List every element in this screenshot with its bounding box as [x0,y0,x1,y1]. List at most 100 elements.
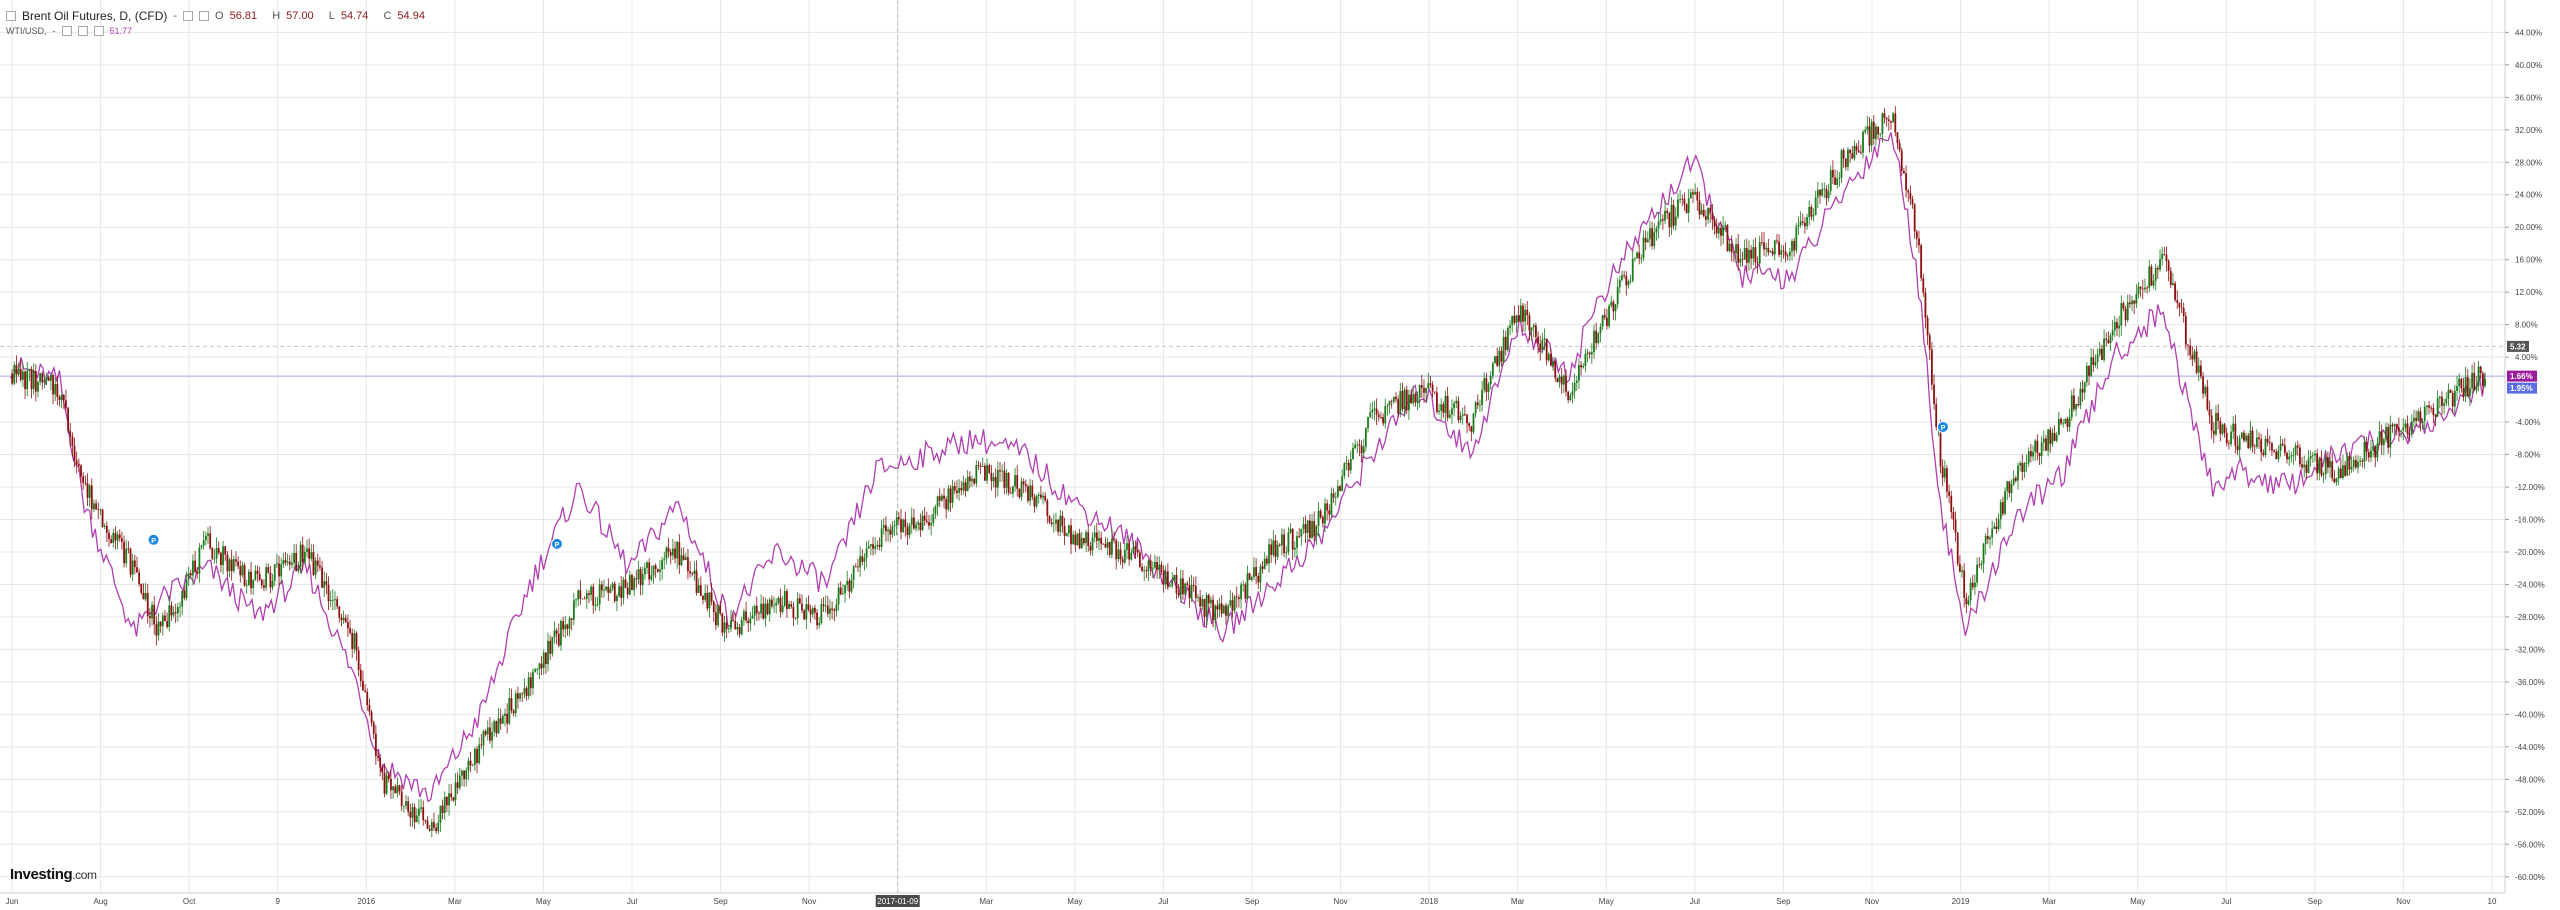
candle-body [727,628,730,630]
candle-body [1022,481,1025,485]
candle-body [271,580,274,588]
candle-body [1511,315,1514,326]
candle-body [1791,241,1793,252]
candle-body [1692,192,1694,195]
candle-body [450,793,453,798]
candle-body [2206,386,2209,410]
candle-body [2326,457,2329,468]
compare-close-icon[interactable] [93,26,104,36]
candle-body [895,517,898,526]
candle-body [1248,573,1251,580]
candle-body [781,605,784,612]
candle-body [788,603,790,609]
candle-body [708,592,711,609]
candle-body [1717,228,1720,234]
candle-body [2277,450,2280,460]
candle-body [1319,510,1322,517]
candle-body [260,579,263,586]
compare-dash: - [52,26,56,36]
candle-body [585,593,588,599]
compare-symbol[interactable]: WTI/USD, [6,26,47,36]
candle-body [1760,242,1763,243]
candle-body [428,828,431,831]
candle-body [2359,460,2362,462]
candle-body [1231,600,1234,611]
candle-body [439,805,442,823]
y-tick-label: 32.00% [2515,126,2542,135]
chart-grid [0,0,2509,894]
candle-body [659,569,661,572]
candle-body [2098,348,2101,355]
event-marker-label: P [555,542,560,549]
candle-body [2324,457,2327,475]
x-tick-label: May [2130,897,2145,906]
candle-body [1356,444,1359,446]
compare-visibility-icon[interactable] [61,26,72,36]
candle-body [721,613,724,633]
collapse-toggle-icon[interactable] [6,11,16,21]
candle-body [1132,546,1135,553]
candle-body [1627,280,1630,286]
candle-body [1905,173,1907,191]
candle-body [1569,395,1572,401]
candle-body [2230,431,2232,445]
candle-body [1565,375,1567,392]
candle-body [863,557,866,562]
candle-body [1952,511,1955,520]
candle-body [1360,445,1363,454]
candle-body [2413,417,2415,422]
candle-body [1967,600,1970,605]
candle-body [1257,575,1260,583]
candle-body [2342,465,2344,478]
candle-body [1074,534,1077,546]
brent-candles [11,106,2486,838]
x-tick-label: 10 [2488,897,2497,906]
compare-settings-icon[interactable] [77,26,88,36]
candle-body [1003,470,1006,488]
candle-body [97,509,100,511]
candle-body [2010,484,2013,494]
candle-body [2225,432,2228,444]
candle-body [1352,448,1354,459]
candle-body [2243,432,2245,441]
candle-body [2223,424,2226,433]
candle-body [910,517,913,525]
close-box-icon[interactable] [199,11,210,21]
candle-body [1582,366,1585,368]
settings-box-icon[interactable] [183,11,194,21]
symbol-title[interactable]: Brent Oil Futures, D, (CFD) [22,9,168,23]
candle-body [2202,376,2204,394]
candle-body [1091,537,1094,551]
candle-body [1657,221,1660,229]
x-tick-label: May [536,897,551,906]
candle-body [1519,305,1522,322]
candle-body [1543,338,1546,340]
candle-body [1573,382,1576,392]
candle-body [1009,493,1012,494]
candle-body [2331,461,2334,479]
candle-body [1526,309,1529,316]
candle-body [1263,558,1266,569]
candle-body [1961,570,1963,572]
candle-body [2385,426,2387,440]
candle-body [1005,472,1008,488]
candle-body [984,465,986,481]
candle-body [402,805,405,807]
candle-body [1483,378,1486,390]
candle-body [1603,315,1606,318]
candle-body [379,757,382,768]
candle-body [30,369,33,390]
candle-body [979,465,982,467]
candle-body [252,579,255,589]
candle-body [1776,240,1778,242]
candle-body [1418,385,1421,398]
candle-body [15,364,18,375]
candle-body [1136,549,1139,553]
candle-body [1386,405,1389,407]
candle-body [2038,452,2041,457]
candle-body [1362,446,1365,454]
candle-body [2469,388,2471,397]
x-tick-label: Sep [1245,897,1260,906]
candle-body [1111,539,1113,555]
